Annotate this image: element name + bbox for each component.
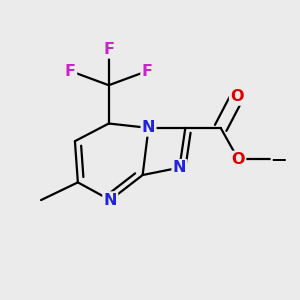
Text: F: F [65,64,76,79]
Text: F: F [142,64,153,79]
Text: N: N [142,120,155,135]
Text: F: F [103,42,114,57]
Text: N: N [173,160,186,175]
Text: —: — [271,152,286,167]
Text: O: O [230,89,244,104]
Text: O: O [232,152,245,167]
Text: N: N [103,193,117,208]
